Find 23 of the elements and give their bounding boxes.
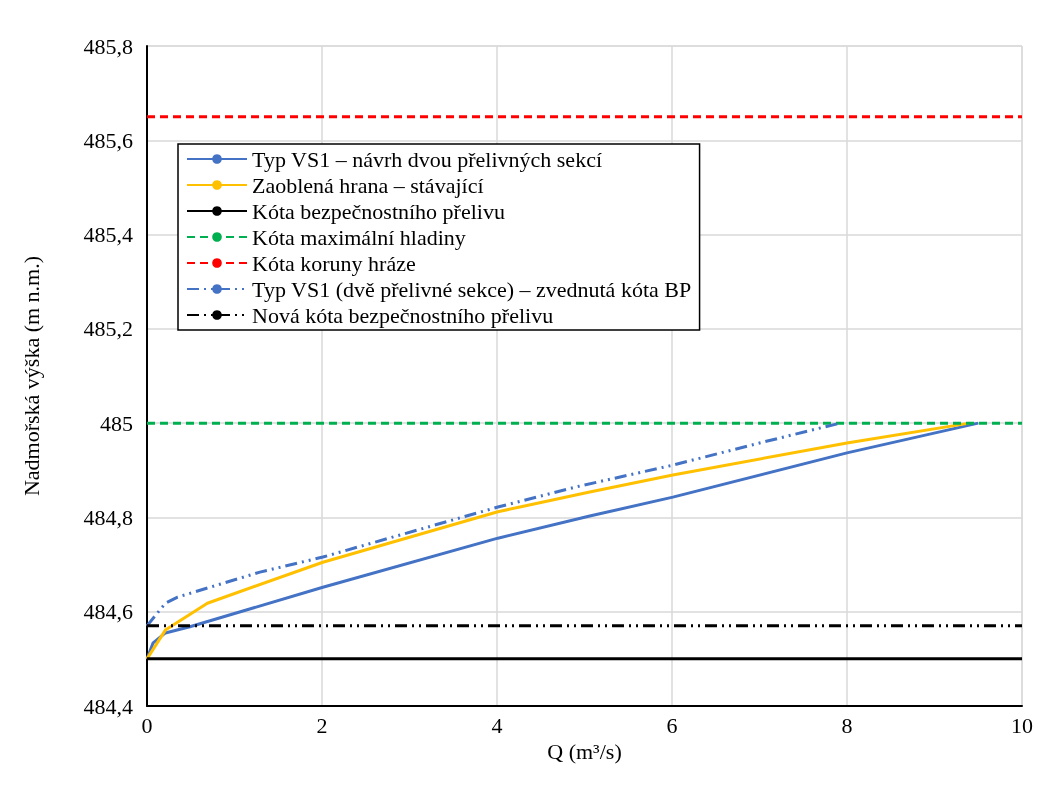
y-tick-label: 484,6 — [83, 599, 133, 625]
x-axis-title: Q (m³/s) — [547, 739, 622, 765]
legend-label: Typ VS1 – návrh dvou přelivných sekcí — [252, 146, 603, 172]
x-tick-label: 10 — [1011, 712, 1033, 738]
y-axis-title: Nadmořská výška (m n.m.) — [18, 255, 44, 497]
x-tick-label: 0 — [141, 712, 153, 738]
y-tick-label: 484,8 — [83, 504, 133, 530]
legend-label: Typ VS1 (dvě přelivné sekce) – zvednutá kóta BP — [252, 276, 692, 302]
legend-label: Zaoblená hrana – stávající — [252, 172, 484, 198]
y-tick-label: 484,4 — [83, 693, 133, 719]
x-tick-label: 6 — [666, 712, 678, 738]
legend-label: Kóta bezpečnostního přelivu — [252, 198, 505, 224]
x-tick-label: 2 — [316, 712, 328, 738]
legend-label: Nová kóta bezpečnostního přelivu — [252, 302, 554, 328]
y-tick-label: 485 — [100, 410, 133, 436]
y-tick-label: 485,8 — [83, 33, 133, 59]
y-tick-label: 485,2 — [83, 316, 133, 342]
legend-label: Kóta koruny hráze — [252, 250, 416, 276]
legend-label: Kóta maximální hladiny — [252, 224, 466, 250]
x-tick-label: 4 — [491, 712, 503, 738]
y-tick-label: 485,6 — [83, 127, 133, 153]
y-tick-label: 485,4 — [83, 222, 133, 248]
x-tick-label: 8 — [841, 712, 853, 738]
